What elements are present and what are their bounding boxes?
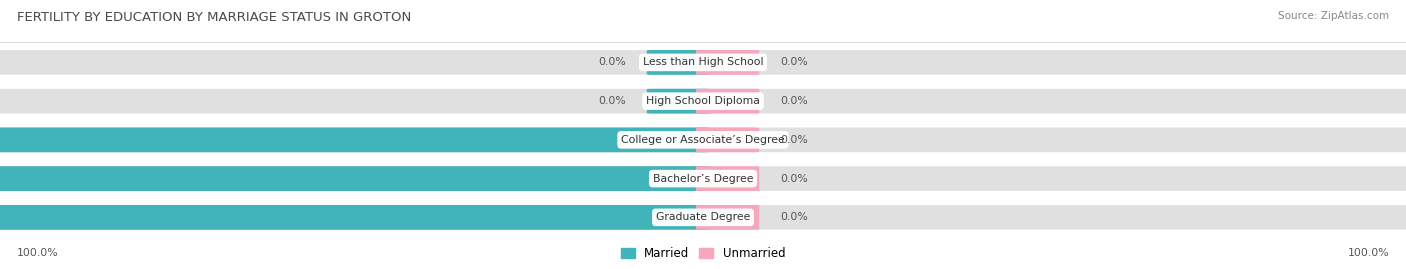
FancyBboxPatch shape <box>0 128 710 152</box>
FancyBboxPatch shape <box>647 50 710 75</box>
Text: College or Associate’s Degree: College or Associate’s Degree <box>621 135 785 145</box>
Text: Source: ZipAtlas.com: Source: ZipAtlas.com <box>1278 11 1389 21</box>
FancyBboxPatch shape <box>696 205 759 230</box>
Text: Less than High School: Less than High School <box>643 57 763 68</box>
FancyBboxPatch shape <box>0 49 1406 75</box>
Text: 0.0%: 0.0% <box>598 96 626 106</box>
FancyBboxPatch shape <box>0 88 1406 114</box>
FancyBboxPatch shape <box>0 166 710 191</box>
FancyBboxPatch shape <box>647 89 710 114</box>
FancyBboxPatch shape <box>696 50 759 75</box>
Text: FERTILITY BY EDUCATION BY MARRIAGE STATUS IN GROTON: FERTILITY BY EDUCATION BY MARRIAGE STATU… <box>17 11 411 24</box>
Text: High School Diploma: High School Diploma <box>647 96 759 106</box>
Text: 0.0%: 0.0% <box>780 174 808 184</box>
FancyBboxPatch shape <box>696 89 759 114</box>
Text: 0.0%: 0.0% <box>780 57 808 68</box>
Text: Bachelor’s Degree: Bachelor’s Degree <box>652 174 754 184</box>
Text: 100.0%: 100.0% <box>1347 248 1389 258</box>
Legend: Married, Unmarried: Married, Unmarried <box>620 247 786 260</box>
Text: Graduate Degree: Graduate Degree <box>655 212 751 222</box>
FancyBboxPatch shape <box>696 128 759 152</box>
FancyBboxPatch shape <box>696 166 759 191</box>
Text: 0.0%: 0.0% <box>598 57 626 68</box>
FancyBboxPatch shape <box>0 205 710 230</box>
FancyBboxPatch shape <box>0 204 1406 230</box>
Text: 100.0%: 100.0% <box>17 248 59 258</box>
Text: 0.0%: 0.0% <box>780 135 808 145</box>
Text: 0.0%: 0.0% <box>780 96 808 106</box>
FancyBboxPatch shape <box>0 127 1406 153</box>
Text: 0.0%: 0.0% <box>780 212 808 222</box>
FancyBboxPatch shape <box>0 166 1406 192</box>
